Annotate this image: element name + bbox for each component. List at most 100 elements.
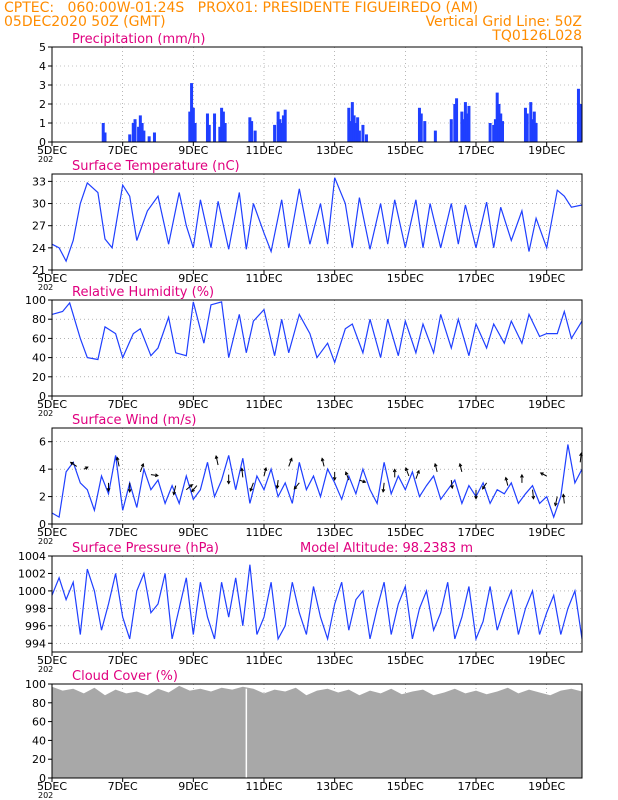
- precip-bar: [137, 126, 141, 142]
- x-tick-label: 11DEC: [245, 654, 282, 667]
- x-tick-label: 11DEC: [245, 272, 282, 285]
- y-tick-label: 2: [39, 491, 46, 504]
- wind-arrow: [579, 453, 582, 463]
- y-tick-label: 100: [25, 294, 46, 307]
- precip-bar: [364, 134, 368, 142]
- precip-bar: [213, 113, 217, 142]
- wind-arrow: [540, 472, 547, 477]
- precip-bar: [419, 113, 423, 142]
- wind-arrowhead: [404, 467, 409, 472]
- precip-bar: [152, 132, 156, 142]
- x-tick-label: 5DEC: [37, 144, 67, 157]
- x-tick-label: 15DEC: [387, 272, 424, 285]
- wind-arrowhead: [332, 477, 337, 481]
- x-tick-label: 13DEC: [316, 398, 353, 411]
- precip-bar: [465, 113, 469, 142]
- x-tick-label: 19DEC: [528, 398, 565, 411]
- wind-arrow: [173, 485, 177, 495]
- precip-bar: [532, 111, 536, 142]
- precip-bar: [281, 115, 285, 142]
- header-model-id: TQ0126L028: [492, 28, 582, 44]
- precip-bar: [576, 88, 580, 142]
- precip-bar: [191, 107, 195, 142]
- wind-arrowhead: [154, 473, 159, 478]
- precip-bar: [276, 111, 280, 142]
- wind-arrowhead: [289, 457, 293, 462]
- wind-arrowhead: [189, 484, 194, 488]
- wind-arrow: [459, 463, 463, 473]
- y-tick-label: 27: [32, 220, 46, 233]
- x-tick-label: 15DEC: [387, 398, 424, 411]
- precip-bar: [453, 104, 457, 142]
- wind-arrowhead: [127, 488, 132, 493]
- x-tick-label: 7DEC: [108, 780, 138, 793]
- precip-bar: [142, 130, 146, 142]
- y-tick-label: 40: [32, 352, 46, 365]
- y-tick-label: 5: [39, 41, 46, 54]
- wind-arrowhead: [474, 495, 478, 500]
- wind-arrowhead: [263, 466, 268, 472]
- x-tick-label: 7DEC: [108, 654, 138, 667]
- precip-bar: [221, 111, 225, 142]
- wind-arrowhead: [433, 462, 438, 467]
- precip-bar: [101, 123, 105, 142]
- x-tick-label: 19DEC: [528, 144, 565, 157]
- wind-arrow: [70, 461, 78, 467]
- x-tick-label: 7DEC: [108, 526, 138, 539]
- y-tick-label: 2: [39, 98, 46, 111]
- precip-bar: [138, 115, 142, 142]
- wind-arrow: [562, 494, 565, 504]
- wind-arrow: [554, 496, 558, 506]
- precip-bar: [501, 121, 504, 142]
- x-tick-label: 15DEC: [387, 144, 424, 157]
- wind-arrowhead: [320, 457, 325, 462]
- series-line: [51, 564, 583, 642]
- precip-bar: [218, 126, 222, 142]
- precip-bar: [492, 124, 496, 142]
- precip-bar: [347, 107, 351, 142]
- wind-arrow: [450, 480, 453, 489]
- panel-title: Cloud Cover (%): [72, 669, 178, 684]
- precip-bar: [283, 109, 287, 142]
- x-year-label: 202: [38, 409, 53, 418]
- wind-arrow: [263, 467, 267, 477]
- wind-arrowhead: [115, 456, 120, 461]
- y-tick-label: 1002: [18, 567, 46, 580]
- precip-bar: [460, 111, 464, 142]
- precip-bar: [356, 117, 360, 142]
- precip-bar: [223, 123, 227, 142]
- cloud-area: [52, 685, 582, 778]
- wind-arrow: [434, 463, 438, 473]
- panel-title: Surface Wind (m/s): [72, 413, 196, 428]
- panel-subtitle: Model Altitude: 98.2383 m: [300, 541, 473, 556]
- y-tick-label: 20: [32, 753, 46, 766]
- wind-arrow: [288, 458, 293, 467]
- x-year-label: 202: [38, 665, 53, 674]
- wind-arrowhead: [416, 469, 420, 474]
- precip-bar: [455, 98, 459, 142]
- y-tick-label: 20: [32, 371, 46, 384]
- wind-arrowhead: [84, 466, 89, 470]
- wind-arrowhead: [191, 488, 195, 493]
- y-tick-label: 33: [32, 175, 46, 188]
- wind-arrow: [249, 482, 254, 492]
- precip-bar: [253, 130, 257, 142]
- precip-bar: [463, 102, 467, 142]
- precip-bar: [529, 102, 533, 142]
- wind-arrowhead: [561, 493, 566, 498]
- wind-arrow: [191, 485, 198, 492]
- wind-arrowhead: [293, 485, 298, 490]
- panel-title: Surface Pressure (hPa): [72, 541, 219, 556]
- y-tick-label: 0: [39, 518, 46, 531]
- y-tick-label: 0: [39, 136, 46, 149]
- series-line: [51, 177, 583, 263]
- wind-arrowhead: [504, 476, 509, 481]
- header-grid-note: Vertical Grid Line: 50Z: [425, 14, 582, 30]
- x-tick-label: 9DEC: [178, 144, 208, 157]
- precip-bar: [188, 111, 192, 142]
- wind-arrowhead: [458, 462, 463, 467]
- x-tick-label: 11DEC: [245, 144, 282, 157]
- x-tick-label: 5DEC: [37, 654, 67, 667]
- y-tick-label: 1004: [18, 550, 46, 563]
- wind-arrow: [382, 482, 385, 492]
